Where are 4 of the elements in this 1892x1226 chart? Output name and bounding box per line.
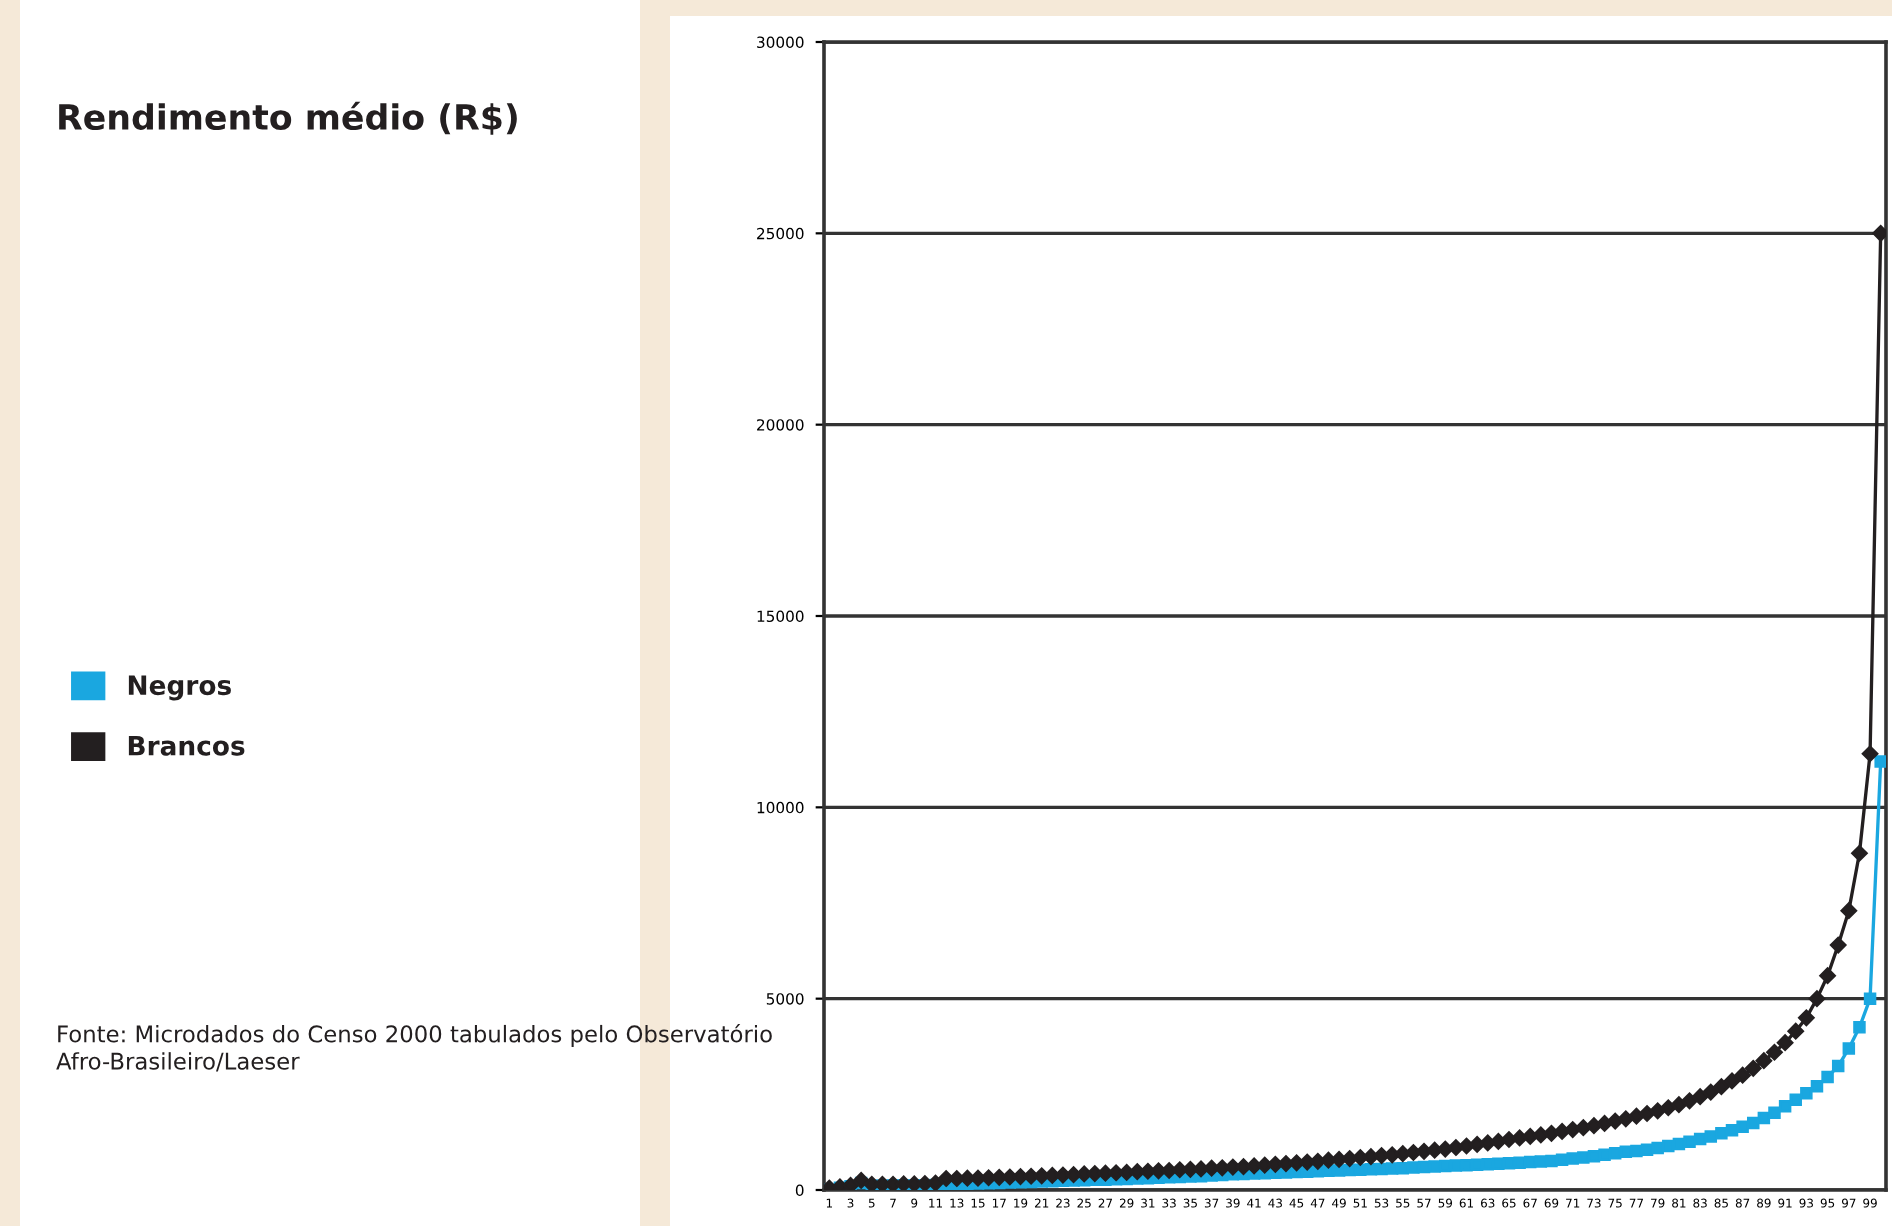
legend-label: Negros <box>128 675 231 701</box>
text: Rendimento médio (R$) <box>59 101 517 135</box>
source-note: Fonte: Microdados do Censo 2000 tabulados pelo Observatório Afro-Brasileiro/Laeser <box>56 1024 772 1072</box>
legend-label: Brancos <box>128 736 245 756</box>
